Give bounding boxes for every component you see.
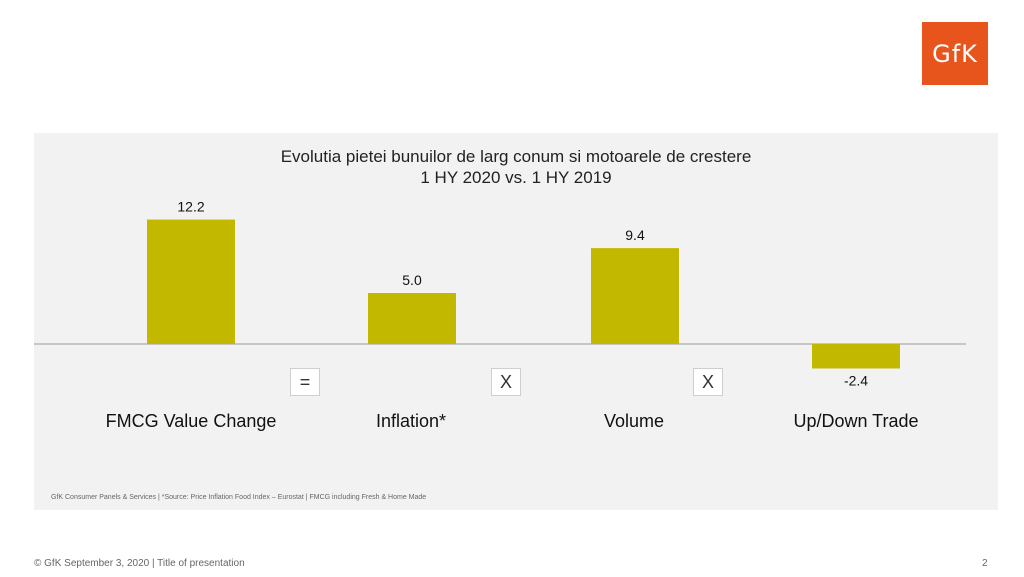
bar-0 xyxy=(147,219,235,344)
chart-title-line-2: 1 HY 2020 vs. 1 HY 2019 xyxy=(420,168,612,187)
source-note: GfK Consumer Panels & Services | *Source… xyxy=(51,494,427,501)
chart-title: Evolutia pietei bunuilor de larg conum s… xyxy=(34,146,998,188)
footer-text: © GfK September 3, 2020 | Title of prese… xyxy=(34,558,245,569)
category-label-volume: Volume xyxy=(603,411,665,431)
multiply-operator-2: X xyxy=(693,368,723,396)
bar-1 xyxy=(368,293,456,344)
category-label-up-down-trade: Up/Down Trade xyxy=(793,411,919,431)
chart-panel: Evolutia pietei bunuilor de larg conum s… xyxy=(34,133,998,510)
value-label-0: 12.2 xyxy=(177,199,204,215)
category-label-fmcg-value-change: FMCG Value Change xyxy=(105,411,277,431)
category-label-inflation: Inflation* xyxy=(375,411,447,431)
value-label-3: -2.4 xyxy=(844,372,868,388)
multiply-operator-1: X xyxy=(491,368,521,396)
gfk-logo: GfK xyxy=(922,22,988,85)
bar-3 xyxy=(812,344,900,369)
bar-2 xyxy=(591,248,679,344)
bar-chart: 12.2 5.0 9.4 -2.4 xyxy=(34,199,966,388)
page-number: 2 xyxy=(982,558,988,569)
value-label-2: 9.4 xyxy=(625,227,645,243)
value-label-1: 5.0 xyxy=(402,272,422,288)
chart-title-line-1: Evolutia pietei bunuilor de larg conum s… xyxy=(280,147,752,166)
equals-operator: = xyxy=(290,368,320,396)
